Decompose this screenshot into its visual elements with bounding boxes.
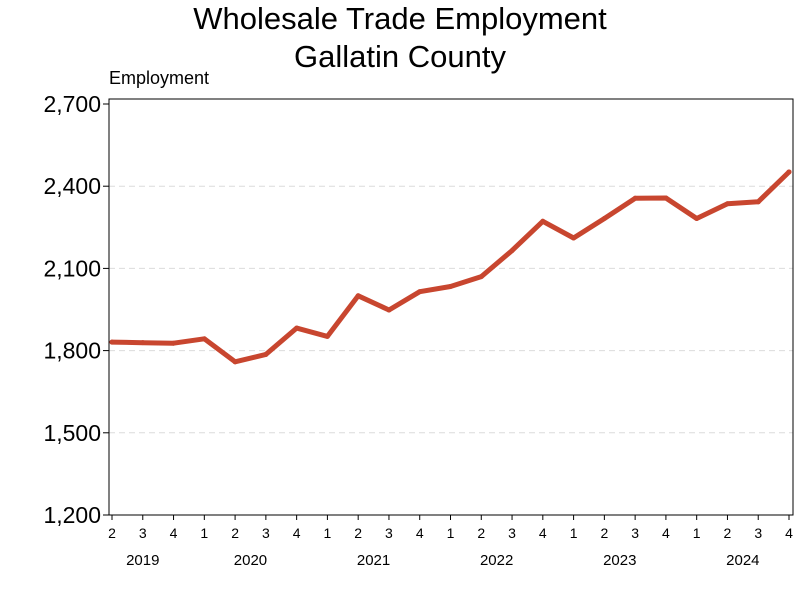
y-tick-label: 1,200	[43, 502, 101, 528]
chart-subtitle: Gallatin County	[294, 39, 506, 74]
data-point	[140, 340, 146, 346]
data-point	[263, 351, 269, 357]
x-tick-label: 4	[416, 525, 424, 541]
x-tick-label: 4	[293, 525, 301, 541]
x-tick-label: 4	[170, 525, 178, 541]
year-label: 2022	[480, 552, 513, 569]
x-tick-label: 3	[139, 525, 147, 541]
data-point	[601, 216, 607, 222]
data-point	[171, 340, 177, 346]
x-tick-label: 1	[570, 525, 578, 541]
year-label: 2019	[126, 552, 159, 569]
data-point	[448, 283, 453, 289]
data-point	[632, 195, 638, 201]
x-tick-label: 2	[724, 525, 732, 541]
y-tick-label: 2,400	[43, 173, 101, 199]
data-point	[571, 235, 577, 241]
data-point	[201, 336, 207, 342]
x-tick-label: 4	[785, 525, 793, 541]
data-point	[109, 339, 115, 345]
data-point	[232, 359, 238, 365]
year-label: 2024	[726, 552, 759, 569]
x-tick-label: 2	[231, 525, 239, 541]
data-point	[724, 201, 730, 207]
x-tick-label: 4	[662, 525, 670, 541]
x-tick-label: 1	[693, 525, 701, 541]
chart-title: Wholesale Trade Employment	[193, 1, 607, 36]
x-tick-label: 3	[631, 525, 639, 541]
x-tick-label: 3	[385, 525, 393, 541]
x-tick-label: 2	[477, 525, 485, 541]
gridlines	[109, 185, 793, 434]
y-tick-label: 2,100	[43, 255, 101, 281]
x-tick-label: 3	[754, 525, 762, 541]
series-line	[109, 169, 792, 365]
y-tick-label: 2,700	[43, 91, 101, 117]
data-point	[294, 325, 300, 331]
data-point	[509, 248, 515, 254]
x-tick-label: 3	[262, 525, 270, 541]
data-point	[694, 216, 700, 222]
data-point	[540, 218, 546, 224]
data-point	[755, 199, 761, 205]
data-point	[417, 289, 423, 295]
x-tick-label: 2	[600, 525, 608, 541]
y-axis: 1,200 1,500 1,800 2,100 2,400 2,700	[43, 91, 109, 528]
plot-frame	[108, 98, 794, 516]
data-point	[386, 307, 392, 313]
x-tick-label: 1	[447, 525, 455, 541]
data-point	[786, 169, 792, 175]
x-tick-label: 3	[508, 525, 516, 541]
x-tick-label: 1	[200, 525, 208, 541]
x-tick-label: 4	[539, 525, 547, 541]
data-point	[324, 333, 330, 339]
x-tick-label: 2	[354, 525, 362, 541]
y-axis-label: Employment	[109, 68, 210, 88]
year-label: 2020	[234, 552, 267, 569]
data-point	[663, 195, 669, 201]
y-tick-label: 1,800	[43, 338, 101, 364]
data-point	[355, 293, 361, 299]
year-label: 2023	[603, 552, 636, 569]
x-tick-label: 2	[108, 525, 116, 541]
x-axis: 2 3 4 1 2 3 4 1 2 3 4 1 2 3 4 1 2 3 4 1 2 3 4 2019 2020 2021 2022 2…	[108, 515, 793, 569]
series-layer	[109, 169, 792, 365]
y-tick-label: 1,500	[43, 420, 101, 446]
data-point	[478, 274, 484, 280]
x-tick-label: 1	[324, 525, 332, 541]
year-label: 2021	[357, 552, 390, 569]
